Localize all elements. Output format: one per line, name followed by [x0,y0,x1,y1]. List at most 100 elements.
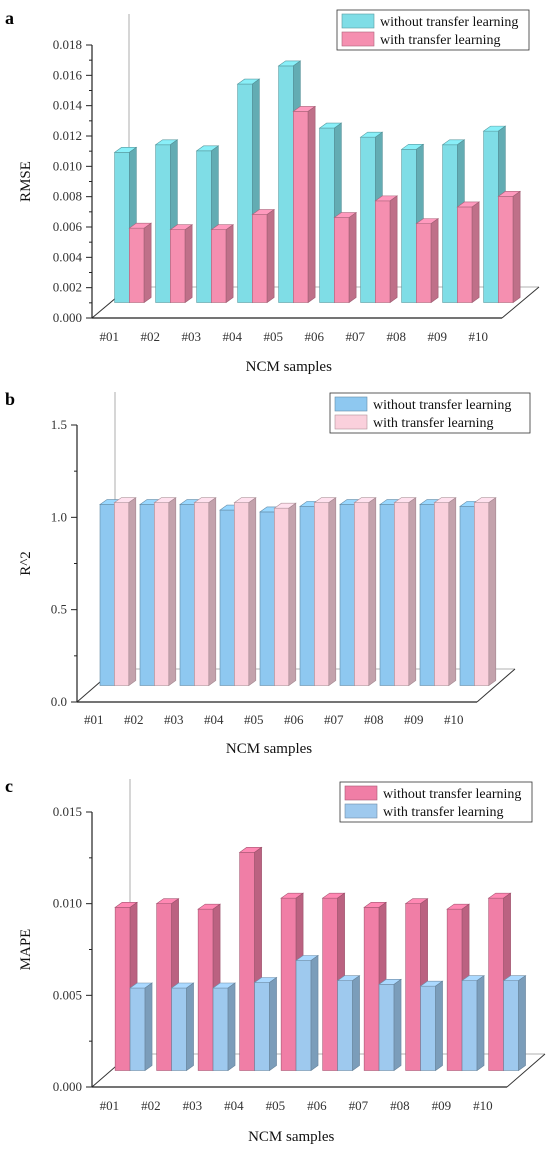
bar-side [208,497,217,687]
bar-front [139,504,155,686]
y-axis-title: R^2 [18,551,34,576]
x-axis-title: NCM samples [246,359,332,375]
bar-front [322,897,338,1071]
x-tick-label: #03 [181,329,201,344]
chart-panel-c: 0.000 0.005 0.010 0.015 #01 #02 #03 #04 #05 #06 #0… [5,776,546,1145]
x-tick-label: #08 [390,1098,410,1113]
bar-front [196,150,212,303]
bar-side [225,224,234,304]
bar-c-02-series2 [170,982,195,1072]
bar-a-10-series2 [497,190,522,304]
x-tick-label: #04 [222,329,242,344]
x-tick-label: #02 [141,1098,161,1113]
bar-front [337,980,353,1071]
x-tick-label: #10 [444,712,464,727]
floor-right-edge [506,1053,546,1088]
panel-letter: a [5,8,14,28]
bar-side [348,211,357,304]
bar-front [237,83,253,303]
bar-front [129,227,145,303]
bar-front [252,214,268,303]
y-tick-label: 1.5 [51,417,67,432]
bar-side [227,982,236,1072]
bar-front [378,984,395,1071]
bar-front [319,127,335,303]
bar-a-01-series2 [128,222,153,304]
x-tick-label: #02 [140,329,160,344]
y-tick-label: 0.010 [53,896,82,911]
x-tick-label: #05 [266,1098,286,1113]
x-tick-label: #01 [100,1098,120,1113]
legend: without transfer learning with transfer l… [336,9,530,51]
legend-label: without transfer learning [383,787,521,802]
bar-front [194,502,210,686]
bar-front [295,960,312,1071]
bar-front [503,980,519,1071]
y-tick-label: 0.015 [53,804,82,819]
bar-side [288,502,297,687]
bar-side [512,190,521,304]
bar-side [471,201,480,304]
x-tick-label: #06 [307,1098,327,1113]
legend-swatch [334,414,368,430]
bar-front [171,987,187,1071]
bar-side [393,978,402,1072]
x-tick-label: #01 [84,712,104,727]
bar-side [128,497,137,687]
bar-front [446,908,463,1071]
bar-b-02-series2 [153,497,177,687]
bar-front [442,144,458,303]
bar-front [114,152,130,303]
x-tick-label: #04 [204,712,224,727]
y-tick-label: 0.012 [53,128,82,143]
bar-b-09-series2 [433,497,457,687]
bar-a-09-series2 [456,201,481,304]
x-tick-label: #01 [99,329,119,344]
bar-side [488,497,497,687]
bar-front [379,504,395,686]
chart-panel-b: 0.0 0.5 1.0 1.5 #01 #02 #03 #04 #05 #06 #07 #08 #09 #… [5,389,531,757]
bar-front [354,502,370,686]
y-tick-label: 0.005 [53,987,82,1002]
bar-front [293,111,309,303]
bar-side [248,497,257,687]
floor-right-edge [476,668,516,703]
bar-a-07-series2 [374,195,399,304]
x-tick-label: #05 [244,712,264,727]
bar-c-07-series2 [378,978,402,1072]
x-tick-label: #02 [124,712,144,727]
y-tick-label: 0.010 [53,158,82,173]
y-tick-label: 0.0 [51,694,67,709]
bar-side [448,497,457,687]
bar-side [266,208,275,304]
x-tick-label: #07 [345,329,365,344]
bar-b-01-series2 [113,497,137,687]
bar-c-01-series2 [129,982,153,1072]
bar-front [498,196,514,303]
legend-label: with transfer learning [373,416,494,431]
panel-letter: b [5,389,15,409]
panel-letter: c [5,776,13,796]
x-axis-title: NCM samples [248,1129,334,1145]
bar-b-08-series2 [393,497,417,687]
x-tick-label: #03 [164,712,184,727]
x-axis-title: NCM samples [226,741,312,757]
bar-front [434,502,450,686]
bar-front [155,144,171,303]
bar-side [269,976,277,1072]
bar-side [310,954,319,1072]
bar-b-04-series2 [233,497,257,687]
bar-front [259,511,275,686]
bar-side [408,497,417,687]
x-tick-label: #09 [404,712,424,727]
bar-side [368,497,377,687]
bar-b-06-series2 [313,497,337,687]
bar-front [419,504,435,686]
bar-side [144,982,153,1072]
bar-front [375,200,391,303]
bar-b-03-series2 [193,497,217,687]
legend-swatch [334,396,368,412]
y-tick-label: 1.0 [51,509,67,524]
x-tick-label: #10 [468,329,488,344]
bar-front [99,504,115,686]
